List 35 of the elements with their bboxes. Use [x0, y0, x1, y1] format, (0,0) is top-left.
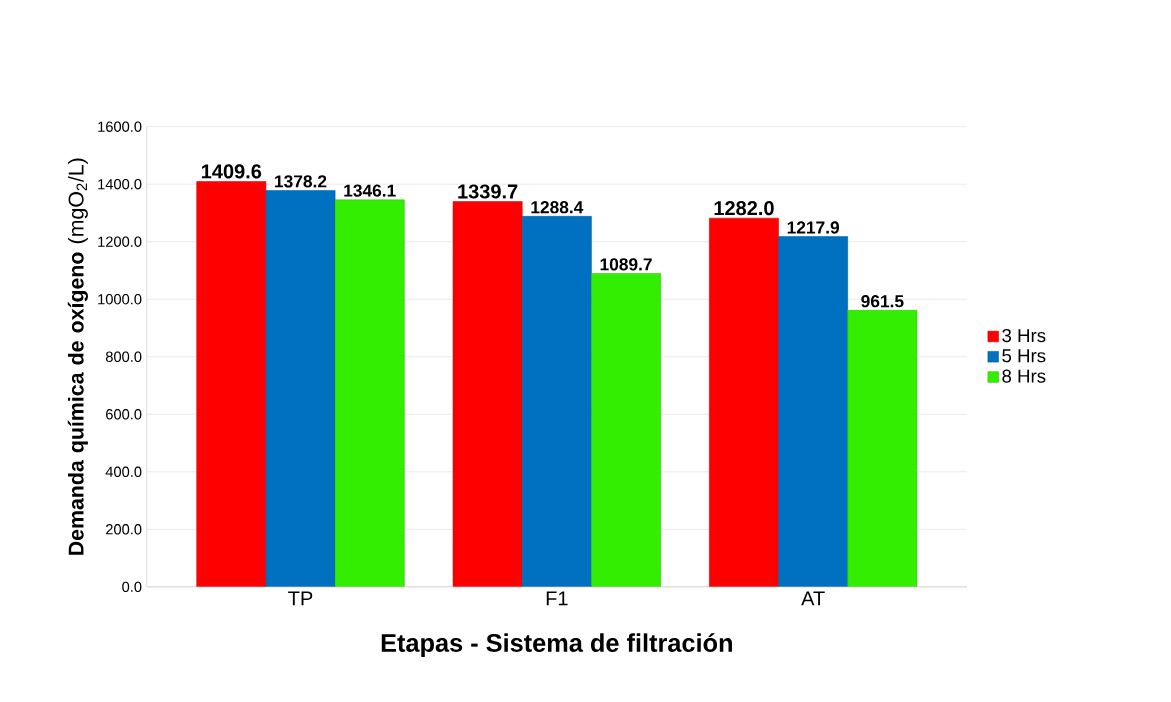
- bar: [709, 218, 779, 588]
- legend-label: 3 Hrs: [1002, 329, 1046, 343]
- bar: [452, 201, 523, 588]
- y-tick-label: 1400.0: [98, 179, 142, 190]
- y-tick-label: 800.0: [105, 351, 142, 363]
- x-axis-title: Etapas - Sistema de filtración: [381, 633, 732, 658]
- legend-label: 5 Hrs: [1002, 349, 1046, 363]
- y-tick-label: 0.0: [122, 581, 142, 593]
- data-label: 1346.1: [344, 184, 396, 197]
- bar: [196, 181, 267, 588]
- bar: [334, 199, 405, 588]
- data-label: 1217.9: [787, 221, 840, 234]
- bar: [778, 236, 849, 588]
- bar: [847, 310, 918, 588]
- data-label: 1089.7: [600, 258, 652, 271]
- data-label: 961.5: [861, 295, 904, 308]
- y-tick-label: 1000.0: [98, 294, 142, 305]
- data-label: 1409.6: [201, 164, 262, 179]
- x-tick-label: AT: [801, 591, 825, 606]
- y-tick-label: 200.0: [106, 524, 142, 535]
- legend-label: 8 Hrs: [1002, 369, 1046, 383]
- bar: [521, 216, 592, 588]
- data-label: 1378.2: [275, 175, 327, 188]
- data-label: 1288.4: [531, 201, 584, 214]
- x-tick-label: F1: [546, 591, 568, 606]
- data-label: 1339.7: [458, 184, 518, 199]
- x-tick-label: TP: [288, 591, 313, 606]
- y-tick-label: 1600.0: [98, 121, 142, 133]
- y-tick-label: 1200.0: [98, 236, 142, 248]
- y-tick-label: 600.0: [106, 409, 142, 420]
- y-axis-title: Demanda química de oxígeno (mgO$_{2}$/L): [67, 158, 88, 556]
- bar: [591, 273, 661, 588]
- y-tick-label: 400.0: [105, 466, 142, 478]
- data-label: 1282.0: [714, 201, 774, 216]
- bar: [265, 190, 336, 588]
